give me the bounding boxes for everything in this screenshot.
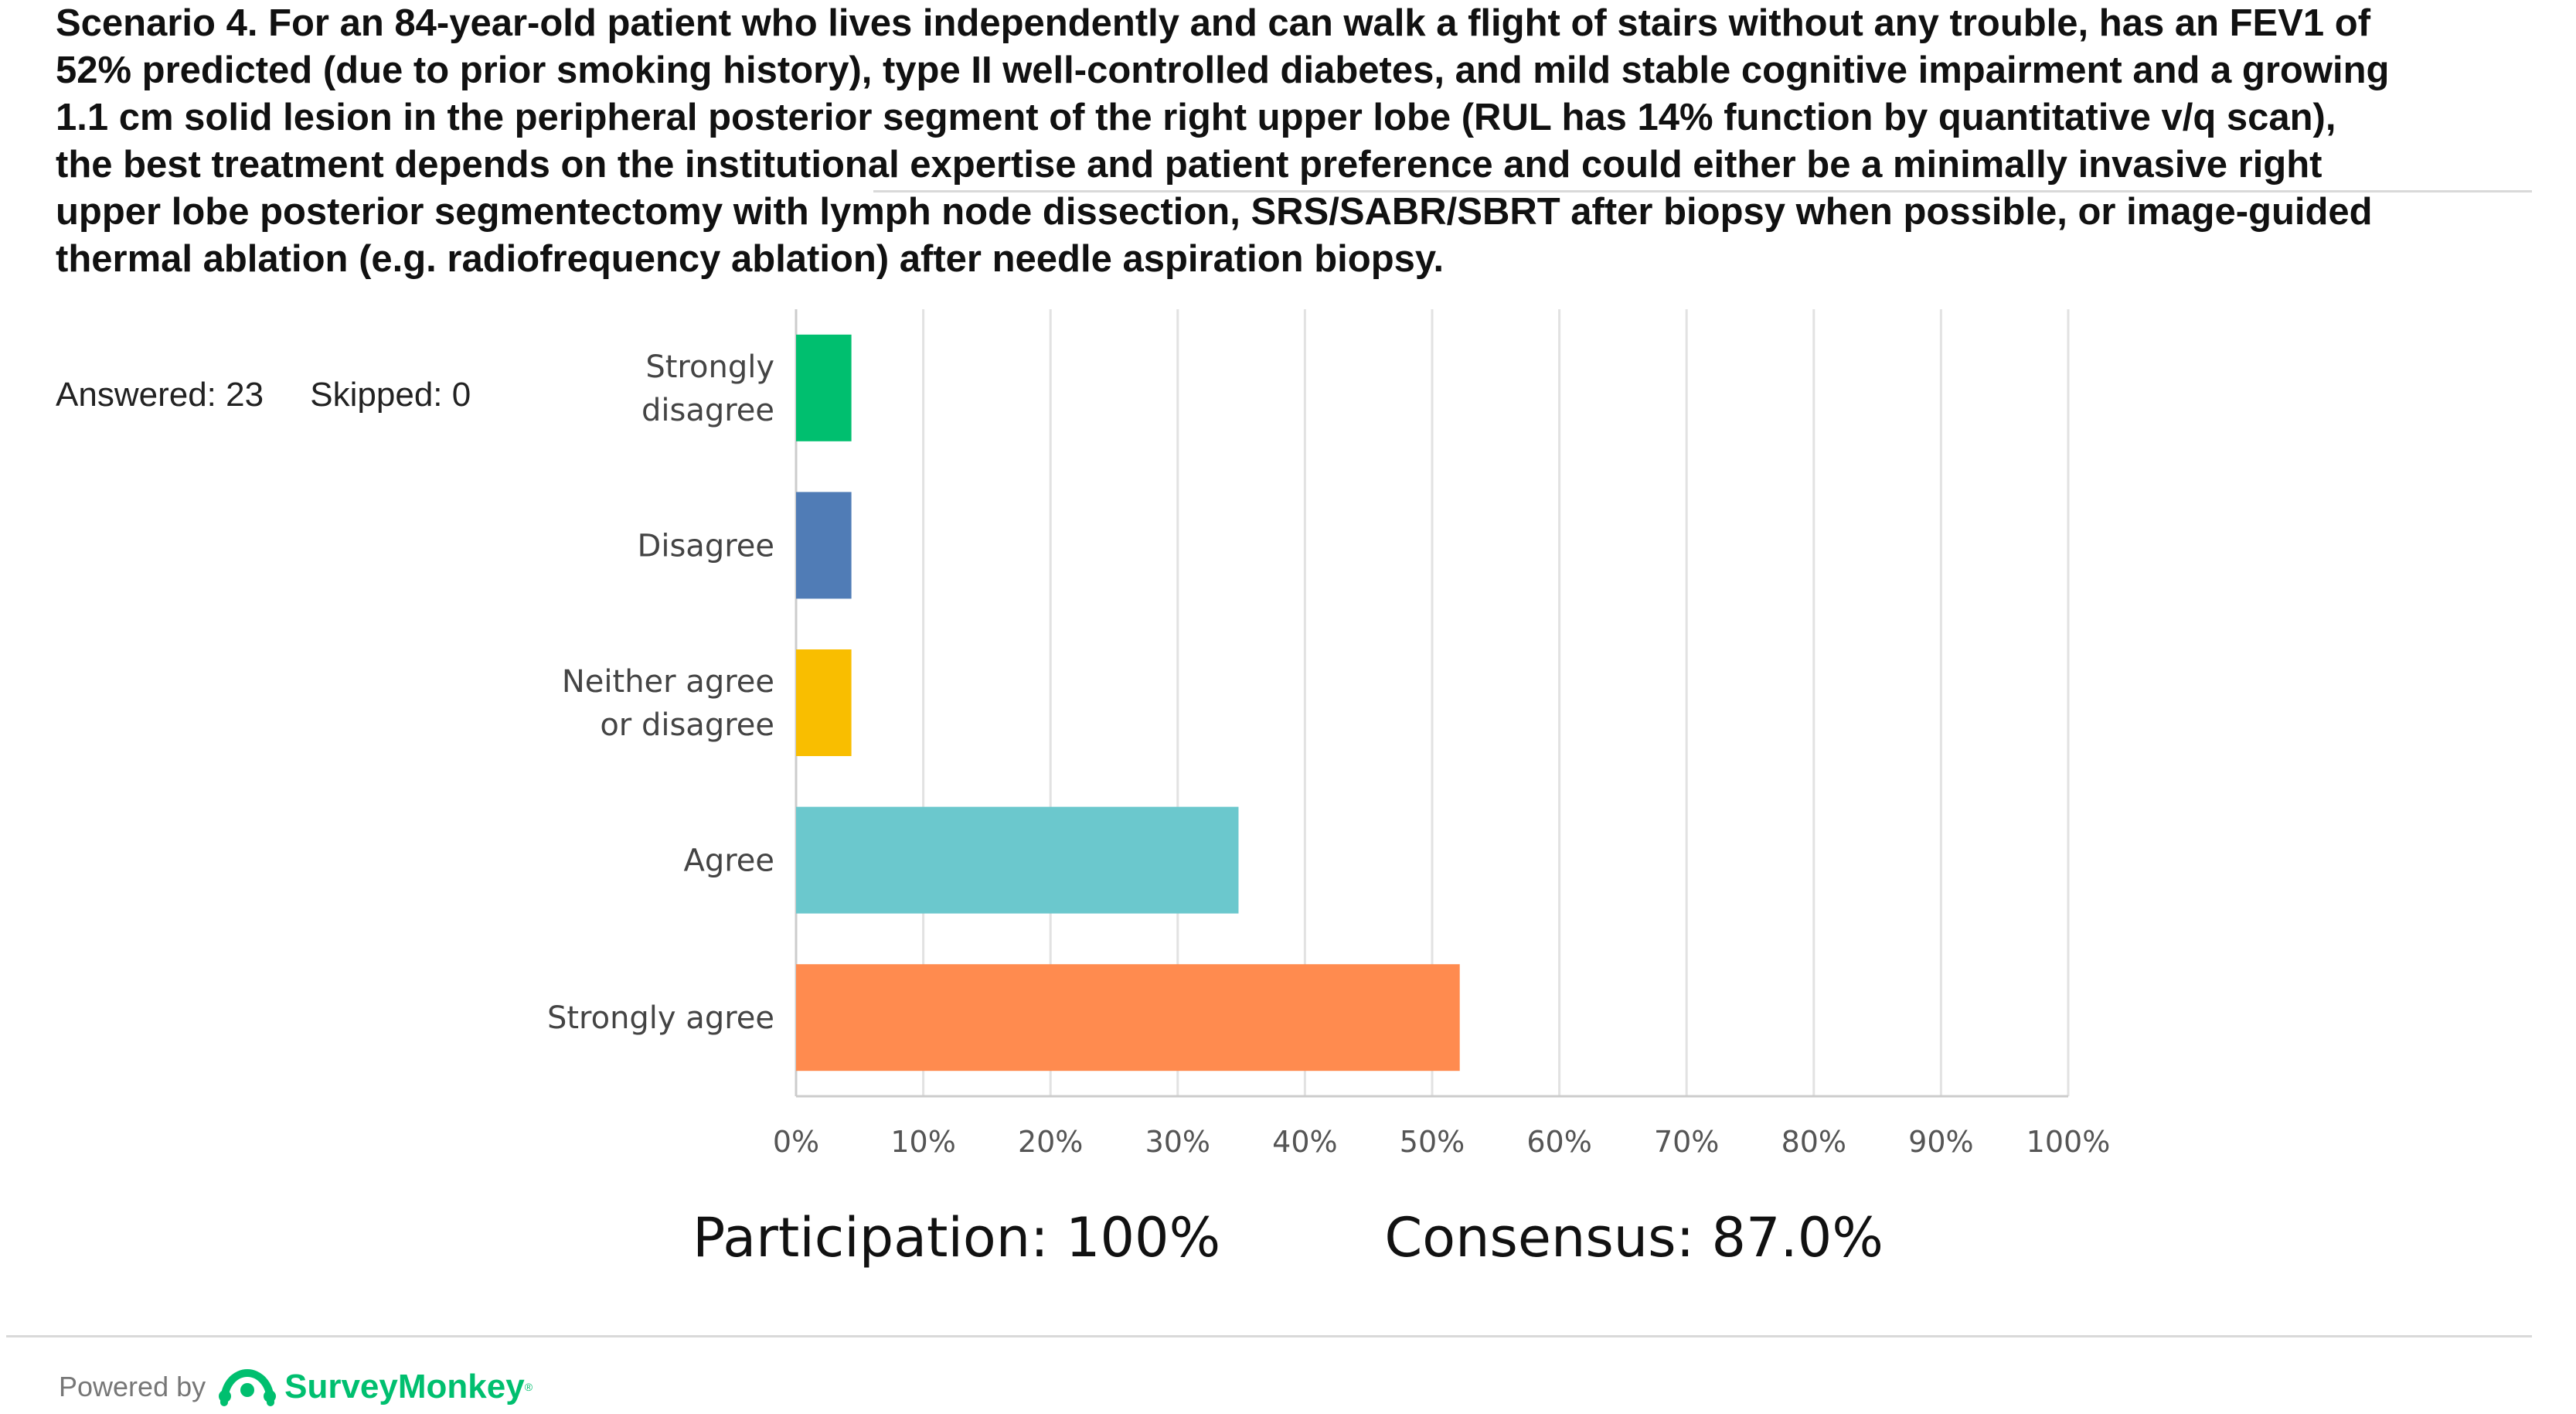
bar (796, 649, 852, 756)
surveymonkey-brand[interactable]: SurveyMonkey (284, 1368, 525, 1405)
consensus-rate: Consensus: 87.0% (1384, 1206, 1884, 1269)
answered-count: Answered: 23 (56, 376, 264, 414)
bar (796, 964, 1460, 1072)
participation-rate: Participation: 100% (692, 1206, 1221, 1269)
x-tick-label: 10% (890, 1125, 955, 1159)
bar (796, 492, 852, 599)
category-label: Agree (683, 843, 774, 879)
powered-by-text: Powered by (59, 1371, 206, 1402)
x-tick-label: 50% (1400, 1125, 1465, 1159)
bar (796, 334, 852, 441)
x-tick-label: 30% (1145, 1125, 1210, 1159)
question-title: Scenario 4. For an 84-year-old patient w… (56, 2, 2390, 280)
x-tick-label: 80% (1781, 1125, 1846, 1159)
bar (796, 806, 1239, 914)
x-tick-label: 40% (1272, 1125, 1337, 1159)
x-tick-label: 70% (1654, 1125, 1719, 1159)
trademark-mark: ® (524, 1381, 533, 1393)
category-label: disagree (641, 393, 774, 428)
summary-line: Participation: 100% Consensus: 87.0% (0, 1206, 2576, 1269)
title-divider (873, 190, 2532, 193)
category-label: Neither agree (562, 664, 774, 700)
category-label: Strongly (645, 349, 774, 385)
surveymonkey-logo-icon (219, 1368, 277, 1406)
response-stats: Answered: 23 Skipped: 0 (56, 376, 508, 414)
footer-divider (6, 1335, 2532, 1337)
x-tick-label: 90% (1908, 1125, 1973, 1159)
x-tick-label: 100% (2026, 1125, 2111, 1159)
footer: Powered by SurveyMonkey ® (59, 1367, 533, 1407)
x-tick-label: 0% (773, 1125, 819, 1159)
category-label: Strongly agree (547, 1000, 774, 1036)
x-tick-label: 20% (1018, 1125, 1083, 1159)
category-label: or disagree (600, 707, 774, 743)
category-label: Disagree (638, 528, 774, 564)
skipped-count: Skipped: 0 (310, 376, 471, 414)
x-tick-label: 60% (1526, 1125, 1591, 1159)
